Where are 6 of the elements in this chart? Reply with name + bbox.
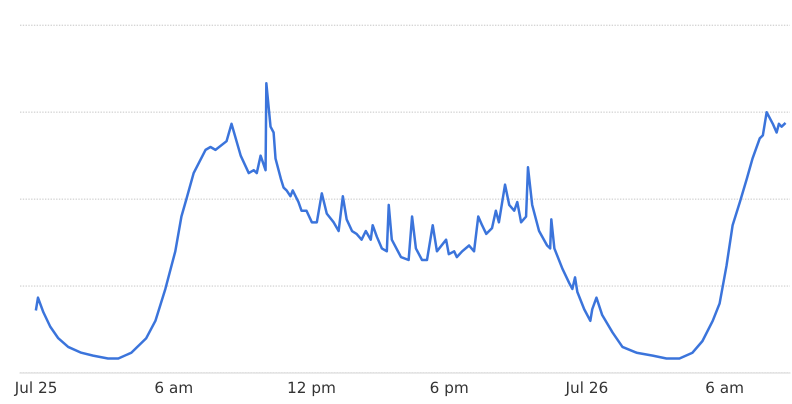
x-tick-label: 6 am (706, 382, 743, 394)
x-tick-label: 6 am (155, 382, 192, 394)
x-tick-label: Jul 26 (564, 381, 608, 396)
x-tick-label: 12 pm (288, 382, 335, 396)
x-tick-label: Jul 25 (14, 381, 56, 396)
x-tick-label: 6 pm (430, 382, 468, 396)
